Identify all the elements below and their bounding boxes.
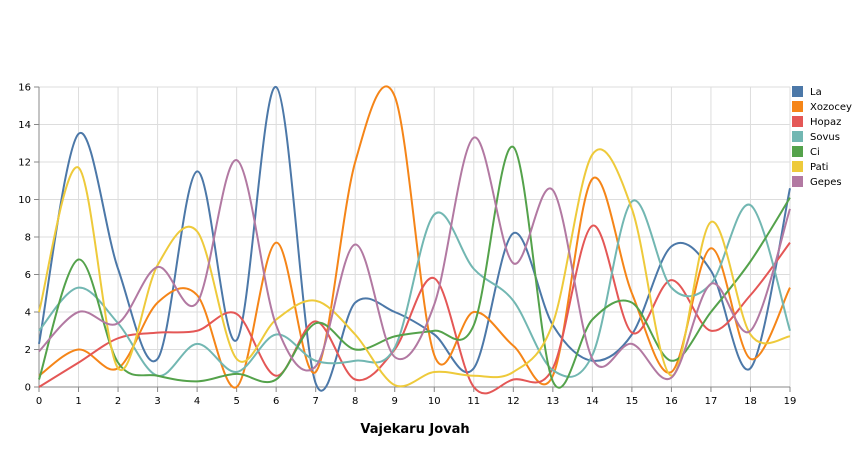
x-tick-label: 16 (665, 396, 678, 407)
x-tick-label: 18 (744, 396, 757, 407)
y-tick-label: 6 (25, 270, 31, 281)
legend-label-la: La (810, 87, 822, 98)
axes: 0 1 2 3 4 5 6 7 8 9 10 11 12 13 14 15 16 17 18 190246810121… (18, 83, 796, 408)
series-line-la (38, 85, 791, 392)
y-tick-label: 10 (18, 195, 31, 206)
legend-swatch-pati (792, 161, 803, 172)
x-tick-label: 19 (784, 396, 797, 407)
x-tick-label: 11 (467, 396, 480, 407)
series-line-ci (38, 145, 791, 389)
legend-swatch-gepes (792, 176, 803, 187)
x-tick-label: 8 (352, 396, 358, 407)
y-tick-label: 0 (25, 383, 31, 394)
legend-swatch-xozocey (792, 101, 803, 112)
series-line-pati (38, 148, 791, 388)
legend-label-pati: Pati (810, 162, 828, 173)
legend-swatch-ci (792, 146, 803, 157)
series-line-sovus (38, 199, 791, 378)
x-tick-label: 5 (233, 396, 239, 407)
x-tick-label: 12 (507, 396, 520, 407)
series-lines (38, 85, 791, 395)
y-tick-label: 8 (25, 233, 31, 244)
legend: La Xozocey Hopaz Sovus Ci Pati Gepes (792, 86, 852, 188)
legend-swatch-hopaz (792, 116, 803, 127)
x-tick-label: 6 (273, 396, 279, 407)
legend-label-gepes: Gepes (810, 177, 842, 188)
x-tick-label: 13 (546, 396, 559, 407)
legend-swatch-sovus (792, 131, 803, 142)
legend-label-hopaz: Hopaz (810, 117, 841, 128)
x-tick-label: 3 (154, 396, 160, 407)
series-line-hopaz (38, 224, 791, 395)
series-line-gepes (38, 136, 791, 381)
x-tick-label: 0 (36, 396, 42, 407)
legend-label-sovus: Sovus (810, 132, 840, 143)
x-tick-label: 4 (194, 396, 200, 407)
y-tick-label: 14 (18, 120, 31, 131)
y-tick-label: 12 (18, 158, 31, 169)
legend-label-ci: Ci (810, 147, 820, 158)
x-tick-label: 17 (705, 396, 718, 407)
legend-label-xozocey: Xozocey (810, 102, 852, 113)
y-tick-label: 4 (25, 308, 31, 319)
y-tick-label: 16 (18, 83, 31, 94)
x-axis-title: Vajekaru Jovah (360, 422, 469, 437)
legend-swatch-la (792, 86, 803, 97)
x-tick-label: 2 (115, 396, 121, 407)
x-tick-label: 1 (75, 396, 81, 407)
grid (38, 86, 791, 388)
x-tick-label: 14 (586, 396, 599, 407)
x-tick-label: 10 (428, 396, 441, 407)
x-tick-label: 9 (392, 396, 398, 407)
y-tick-label: 2 (25, 345, 31, 356)
x-tick-label: 15 (626, 396, 639, 407)
x-tick-label: 7 (312, 396, 318, 407)
